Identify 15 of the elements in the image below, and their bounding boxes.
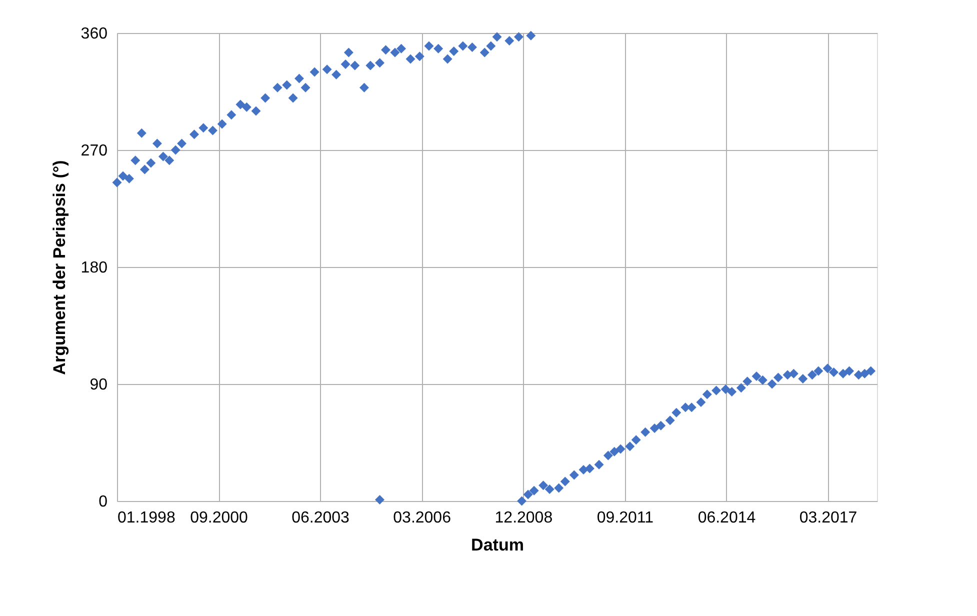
x-tick-label: 09.2011 [596, 510, 654, 526]
x-tick-label: 01.1998 [118, 510, 176, 526]
y-tick-label: 270 [80, 142, 108, 160]
x-tick-label: 12.2008 [494, 510, 553, 526]
x-tick-label: 06.2014 [698, 510, 756, 526]
x-tick-label: 06.2003 [292, 510, 350, 526]
x-tick-label: 09.2000 [190, 510, 248, 526]
x-tick-label: 03.2017 [799, 510, 858, 526]
y-tick-label: 360 [80, 26, 108, 42]
y-tick-label: 90 [90, 376, 108, 394]
x-tick-label: 03.2006 [393, 510, 452, 526]
y-axis-title: Argument der Periapsis (°) [50, 160, 69, 375]
x-axis-title: Datum [471, 536, 524, 554]
y-tick-label: 180 [80, 260, 108, 276]
y-tick-label: 0 [98, 494, 108, 510]
